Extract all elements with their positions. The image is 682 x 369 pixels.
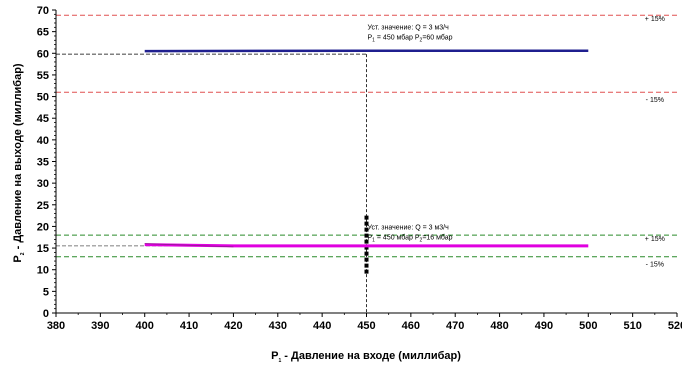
x-axis-title: P1 - Давление на входе (миллибар) (271, 350, 461, 364)
x-tick-label: 420 (224, 320, 242, 332)
x-tick-label: 390 (91, 320, 109, 332)
y-tick-label: 0 (43, 308, 49, 320)
limit-label-2: - 15% (646, 97, 664, 104)
annotation-2-line2: P1 = 450 мбар P2=16 мбар (368, 233, 453, 243)
x-tick-label: 520 (668, 320, 682, 332)
limit-label-4: - 15% (646, 262, 664, 269)
series-2-trace (144, 243, 234, 248)
x-tick-label: 510 (623, 320, 641, 332)
annotation-2-line1: Уст. значение: Q = 3 м3/ч (368, 224, 450, 231)
x-tick-label: 460 (402, 320, 420, 332)
y-tick-label: 30 (37, 178, 49, 190)
y-tick-label: 25 (37, 200, 49, 212)
annotation-1-line1: Уст. значение: Q = 3 м3/ч (368, 24, 450, 31)
x-tick-label: 400 (136, 320, 154, 332)
y-tick-label: 10 (37, 265, 49, 277)
x-tick-label: 450 (357, 320, 375, 332)
y-tick-label: 5 (43, 286, 49, 298)
y-tick-label: 15 (37, 243, 49, 255)
y-tick-label: 35 (37, 157, 49, 169)
x-tick-label: 470 (446, 320, 464, 332)
limit-label-3: + 15% (645, 236, 665, 243)
y-tick-label: 55 (37, 70, 49, 82)
annotation-1-line2: P1 = 450 мбар P2=60 мбар (368, 33, 453, 43)
y-axis-title: P2 - Давление на выходе (миллибар) (12, 63, 26, 262)
y-tick-label: 20 (37, 221, 49, 233)
y-tick-label: 40 (37, 135, 49, 147)
x-tick-label: 430 (269, 320, 287, 332)
limit-label-1: + 15% (645, 16, 665, 23)
x-tick-label: 410 (180, 320, 198, 332)
y-tick-label: 70 (37, 5, 49, 17)
x-tick-label: 480 (490, 320, 508, 332)
x-tick-label: 490 (535, 320, 553, 332)
x-tick-label: 380 (47, 320, 65, 332)
y-tick-label: 60 (37, 48, 49, 60)
x-tick-label: 440 (313, 320, 331, 332)
y-tick-label: 45 (37, 113, 49, 125)
x-tick-label: 500 (579, 320, 597, 332)
y-tick-label: 65 (37, 27, 49, 39)
y-tick-label: 50 (37, 92, 49, 104)
